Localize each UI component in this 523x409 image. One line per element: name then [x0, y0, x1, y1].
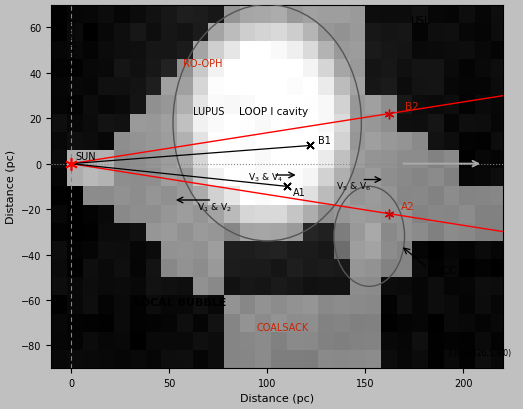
Text: LOCAL BUBBLE: LOCAL BUBBLE	[134, 297, 226, 307]
Text: ➡ (l,b)=(56,5,0): ➡ (l,b)=(56,5,0)	[71, 19, 77, 75]
Text: COALSACK: COALSACK	[257, 322, 309, 332]
Text: V$_3$ & V$_4$: V$_3$ & V$_4$	[247, 171, 283, 184]
Text: A1: A1	[293, 188, 305, 198]
Text: RO-OPH: RO-OPH	[183, 59, 222, 69]
Text: (l,b)=(326,5,9.0): (l,b)=(326,5,9.0)	[448, 348, 512, 357]
Text: SUN: SUN	[75, 152, 96, 162]
Text: B1: B1	[318, 136, 331, 146]
Text: V$_1$ & V$_2$: V$_1$ & V$_2$	[197, 200, 232, 213]
Text: LOOP I cavity: LOOP I cavity	[238, 106, 308, 116]
Y-axis label: Distance (pc): Distance (pc)	[6, 150, 16, 224]
X-axis label: Distance (pc): Distance (pc)	[240, 393, 314, 403]
Text: USL: USL	[411, 16, 430, 26]
Text: LCC: LCC	[436, 265, 457, 275]
Text: A2: A2	[401, 202, 414, 211]
Text: V$_5$ & V$_6$: V$_5$ & V$_6$	[336, 180, 371, 193]
Text: B2: B2	[405, 102, 418, 112]
Text: LUPUS: LUPUS	[192, 106, 224, 116]
